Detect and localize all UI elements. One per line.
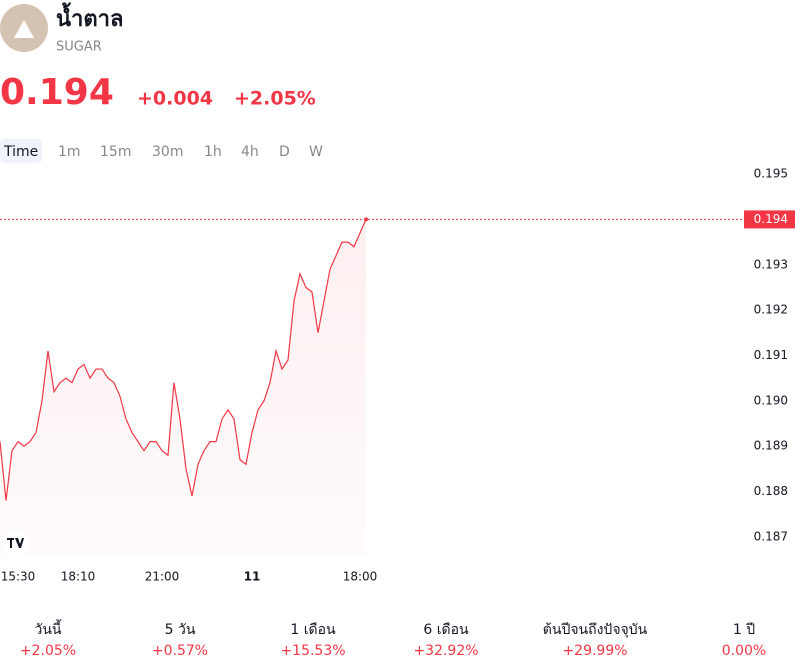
x-tick-label: 18:00 bbox=[343, 570, 378, 584]
period-label[interactable]: 1 ปี bbox=[733, 622, 755, 638]
y-tick-label: 0.190 bbox=[754, 393, 788, 407]
period-label[interactable]: วันนี้ bbox=[34, 619, 62, 638]
timeframe-tab[interactable]: D bbox=[279, 144, 290, 160]
price: 0.194 bbox=[0, 72, 114, 113]
y-tick-label: 0.191 bbox=[754, 348, 788, 362]
price-change-percent: +2.05% bbox=[234, 88, 316, 110]
last-price-dot bbox=[364, 217, 368, 222]
period-change: +0.57% bbox=[152, 643, 208, 659]
symbol-title: น้ำตาล bbox=[56, 2, 124, 32]
y-tick-label: 0.193 bbox=[754, 257, 788, 271]
price-area bbox=[0, 219, 366, 555]
x-tick-label: 21:00 bbox=[145, 570, 180, 584]
tv-logo[interactable] bbox=[2, 531, 28, 555]
x-tick-label: 15:30 bbox=[1, 570, 36, 584]
timeframe-tab[interactable]: 4h bbox=[241, 144, 259, 160]
x-tick-label: 11 bbox=[244, 570, 261, 584]
timeframe-tab[interactable]: 30m bbox=[152, 144, 183, 160]
period-change: +2.05% bbox=[20, 643, 76, 659]
price-line bbox=[0, 219, 367, 501]
y-tick-label: 0.195 bbox=[754, 167, 788, 181]
timeframe-tab[interactable]: W bbox=[309, 144, 323, 160]
timeframe-tab[interactable]: 1h bbox=[204, 144, 222, 160]
timeframe-tab[interactable]: Time bbox=[3, 144, 38, 160]
period-change: +15.53% bbox=[280, 643, 345, 659]
last-price-label: 0.194 bbox=[754, 212, 788, 226]
period-label[interactable]: 1 เดือน bbox=[290, 622, 336, 638]
last-price-tag bbox=[744, 210, 795, 229]
period-label[interactable]: ต้นปีจนถึงปัจจุบัน bbox=[543, 622, 648, 638]
period-label[interactable]: 5 วัน bbox=[165, 622, 196, 638]
symbol-icon-glyph bbox=[14, 20, 34, 38]
period-change: 0.00% bbox=[722, 643, 766, 659]
x-tick-label: 18:10 bbox=[61, 570, 96, 584]
period-change: +32.92% bbox=[413, 643, 478, 659]
period-change: +29.99% bbox=[562, 643, 627, 659]
y-tick-label: 0.188 bbox=[754, 484, 788, 498]
symbol-code: SUGAR bbox=[56, 40, 102, 55]
timeframe-tab[interactable]: 15m bbox=[100, 144, 131, 160]
y-tick-label: 0.189 bbox=[754, 439, 788, 453]
y-tick-label: 0.192 bbox=[754, 303, 788, 317]
tv-logo-glyph bbox=[7, 538, 24, 548]
price-change: +0.004 bbox=[137, 88, 213, 110]
timeframe-tab[interactable]: 1m bbox=[58, 144, 81, 160]
tab-active-bg bbox=[0, 139, 42, 163]
period-label[interactable]: 6 เดือน bbox=[423, 622, 469, 638]
y-tick-label: 0.187 bbox=[754, 529, 788, 543]
